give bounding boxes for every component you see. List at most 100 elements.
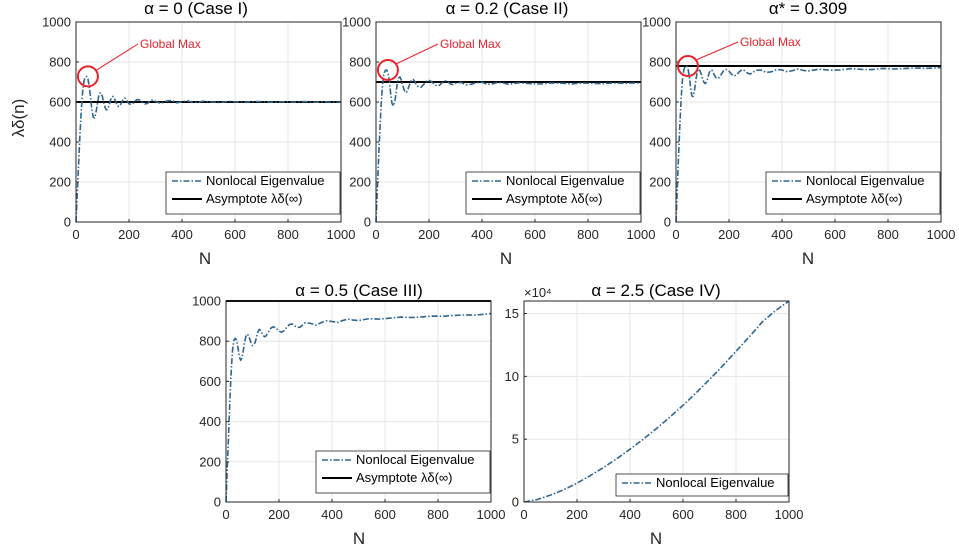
y-tick-label: 400 [649,135,671,150]
x-tick-label: 200 [268,507,290,522]
plot-area [524,301,789,502]
x-tick-label: 400 [321,507,343,522]
x-axis-label: N [353,529,365,548]
legend-entry: Nonlocal Eigenvalue [806,173,925,188]
y-tick-label: 10 [505,369,519,384]
y-tick-label: 0 [214,495,221,510]
y-tick-label: 800 [49,55,71,70]
axes-frame [225,300,492,503]
legend-box [165,171,341,215]
annotation-arrow [695,41,739,61]
x-tick-label: 0 [520,507,527,522]
panel-title: α = 0.5 (Case III) [295,281,422,300]
x-axis-label: N [650,529,662,548]
annotation-label: Global Max [740,35,801,49]
series-line-nonlocal-eigenvalue [675,65,942,223]
x-tick-label: 800 [577,227,599,242]
y-tick-label: 1000 [192,294,221,309]
y-tick-label: 0 [664,215,671,230]
y-tick-label: 800 [199,334,221,349]
panel-alpha-star: α* = 0.309 0 200 400 600 800 1000 0 200 400 600 80… [642,0,955,268]
y-tick-label: 600 [649,95,671,110]
legend-entry: Nonlocal Eigenvalue [206,173,325,188]
legend-entry: Nonlocal Eigenvalue [356,452,475,467]
y-tick-label: 400 [349,135,371,150]
x-tick-label: 0 [222,507,229,522]
x-tick-label: 800 [725,507,747,522]
y-tick-label: 1000 [342,15,371,30]
axes-frame [375,21,642,223]
x-tick-label: 600 [224,227,246,242]
y-axis-multiplier: ×10⁴ [524,285,552,300]
y-tick-label: 1000 [42,15,71,30]
y-tick-label: 200 [49,175,71,190]
x-tick-label: 400 [471,227,493,242]
axes-frame [75,21,342,223]
y-tick-label: 600 [199,374,221,389]
x-tick-label: 400 [771,227,793,242]
legend-entry: Nonlocal Eigenvalue [506,173,625,188]
legend-box [615,473,789,497]
panel-title: α = 2.5 (Case IV) [591,281,720,300]
x-tick-label: 200 [418,227,440,242]
panel-title: α = 0.2 (Case II) [446,0,569,18]
y-tick-label: 200 [199,454,221,469]
y-tick-label: 400 [49,135,71,150]
x-tick-label: 200 [566,507,588,522]
x-tick-label: 0 [672,227,679,242]
annotation-arrow [95,43,139,71]
x-tick-label: 600 [524,227,546,242]
panel-title: α* = 0.309 [769,0,847,18]
x-axis-label: N [802,249,814,268]
axes-frame [675,21,942,223]
legend-entry: Asymptote λδ(∞) [506,191,603,206]
x-axis-label: N [500,249,512,268]
legend-box [765,171,941,215]
y-tick-label: 0 [512,495,519,510]
legend-box [315,450,491,494]
y-tick-label: 600 [349,95,371,110]
legend-entry: Asymptote λδ(∞) [806,191,903,206]
panel-case-3: α = 0.5 (Case III) 0 200 400 600 800 1000 0 200… [192,281,505,548]
y-axis-label: λδ(n) [9,99,28,137]
panel-title: α = 0 (Case I) [144,0,248,18]
series-line-nonlocal-eigenvalue [523,300,790,503]
legend-box [465,171,641,215]
global-max-marker [76,65,99,88]
y-tick-label: 400 [199,414,221,429]
x-tick-label: 1000 [927,227,956,242]
y-tick-label: 5 [512,432,519,447]
x-tick-label: 600 [824,227,846,242]
y-tick-label: 600 [49,95,71,110]
x-tick-label: 1000 [627,227,656,242]
panel-case-1: α = 0 (Case I) 0 200 400 600 800 1000 0 200 400 6… [9,0,355,268]
y-tick-label: 800 [349,55,371,70]
x-tick-label: 400 [619,507,641,522]
x-tick-label: 200 [718,227,740,242]
x-tick-label: 1000 [477,507,506,522]
global-max-marker [676,55,699,77]
y-tick-label: 200 [649,175,671,190]
x-axis-label: N [199,249,211,268]
x-tick-label: 0 [372,227,379,242]
y-tick-label: 0 [64,215,71,230]
legend-entry: Asymptote λδ(∞) [206,191,303,206]
panel-case-2: α = 0.2 (Case II) 0 200 400 600 800 1000 0 200 4… [342,0,655,268]
x-tick-label: 1000 [775,507,804,522]
x-tick-label: 0 [72,227,79,242]
x-tick-label: 600 [672,507,694,522]
y-tick-label: 200 [349,175,371,190]
x-tick-label: 600 [374,507,396,522]
axes-frame [523,300,790,503]
y-tick-label: 0 [364,215,371,230]
legend-entry: Asymptote λδ(∞) [356,470,453,485]
y-tick-label: 1000 [642,15,671,30]
series-line-nonlocal-eigenvalue [225,312,492,503]
annotation-label: Global Max [140,37,201,51]
x-tick-label: 800 [877,227,899,242]
annotation-arrow [395,43,439,65]
x-tick-label: 800 [277,227,299,242]
panel-case-4: α = 2.5 (Case IV) ×10⁴ 0 200 400 600 800 1000… [505,281,804,548]
series-line-nonlocal-eigenvalue [375,69,642,223]
